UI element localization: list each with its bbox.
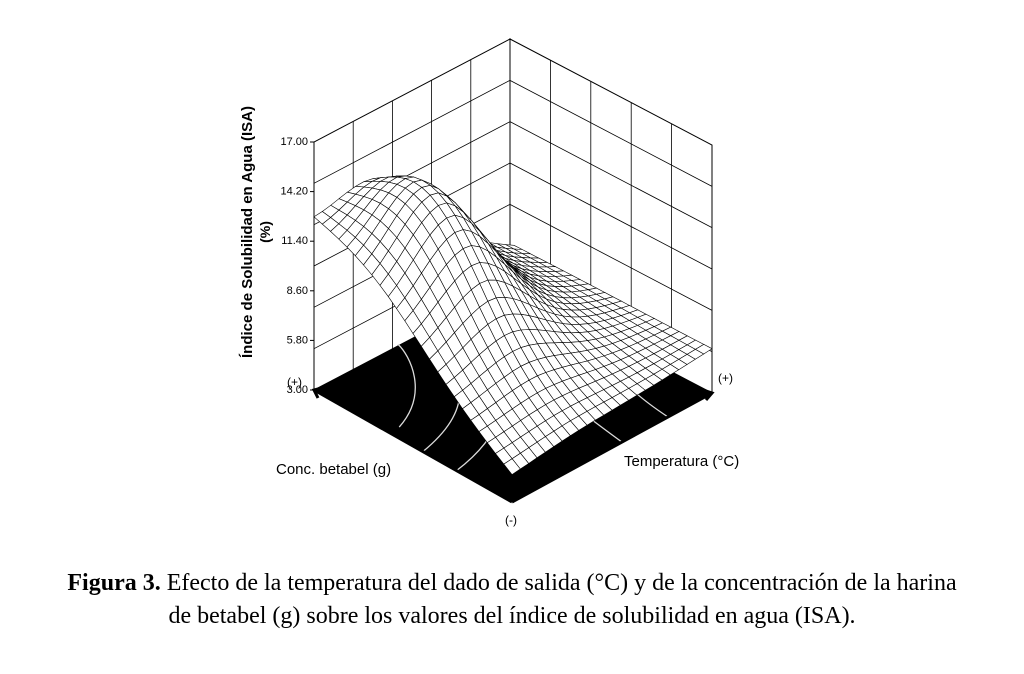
caption-text-1: Efecto de la temperatura del dado de sal… — [160, 570, 957, 596]
temp-axis-arrow — [702, 388, 715, 401]
surface-mesh — [313, 175, 713, 476]
left-axis-high-mark: (+) — [287, 375, 302, 389]
right-wall-hgrid — [509, 79, 713, 187]
figure-caption: Figura 3. Efecto de la temperatura del d… — [0, 545, 1024, 674]
floor-contour — [397, 343, 416, 428]
caption-line-2: de betabel (g) sobre los valores del índ… — [168, 603, 856, 629]
z-tick-label: 8.60 — [287, 285, 308, 297]
z-tick-labels: 17.00 14.20 11.40 8.60 5.80 3.00 — [280, 136, 314, 396]
response-surface-chart: 17.00 14.20 11.40 8.60 5.80 3.00 Índice de So… — [239, 38, 739, 527]
z-axis-title-line2: (%) — [257, 221, 273, 243]
caption-line-1: Figura 3. Efecto de la temperatura del d… — [0, 567, 1024, 600]
right-wall-hgrid — [509, 162, 713, 270]
z-tick-label: 14.20 — [280, 186, 308, 198]
right-wall-hgrid — [509, 121, 713, 229]
y-axis-label: Conc. betabel (g) — [276, 461, 391, 478]
surface-cell — [503, 458, 521, 476]
left-wall-hgrid — [313, 79, 511, 184]
z-tick-label: 5.80 — [287, 334, 308, 346]
figure-panel: 17.00 14.20 11.40 8.60 5.80 3.00 Índice de So… — [238, 0, 766, 545]
right-axis-high-mark: (+) — [718, 371, 733, 385]
caption-label: Figura 3. — [67, 570, 161, 596]
z-tick-label: 17.00 — [280, 136, 308, 148]
z-tick-label: 11.40 — [281, 235, 308, 247]
axes — [311, 142, 715, 504]
conc-axis-line — [313, 388, 513, 504]
z-axis-title-line1: Índice de Solubilidad en Agua (ISA) — [239, 106, 256, 358]
z-tick-label: 3.00 — [287, 384, 308, 396]
temp-axis-line — [511, 391, 713, 504]
front-corner-low-mark: (-) — [505, 513, 517, 527]
right-wall-hgrid — [509, 203, 713, 311]
x-axis-label: Temperatura (°C) — [624, 453, 739, 470]
